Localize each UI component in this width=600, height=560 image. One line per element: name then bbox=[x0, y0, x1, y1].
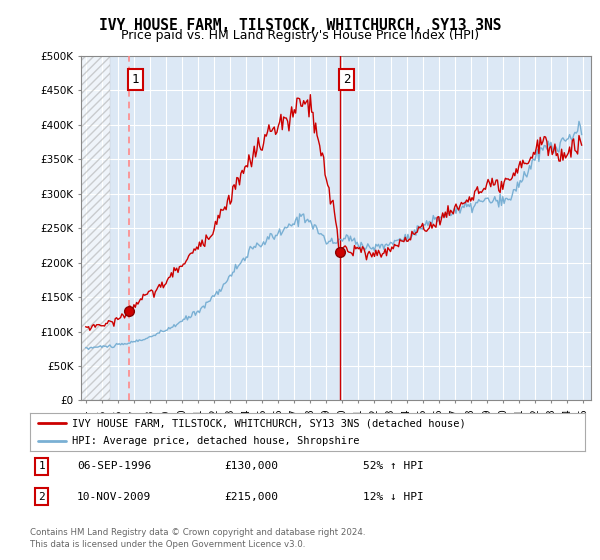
Text: HPI: Average price, detached house, Shropshire: HPI: Average price, detached house, Shro… bbox=[71, 436, 359, 446]
Text: £130,000: £130,000 bbox=[224, 461, 278, 472]
Text: 1: 1 bbox=[38, 461, 45, 472]
Text: 2: 2 bbox=[38, 492, 45, 502]
Text: Price paid vs. HM Land Registry's House Price Index (HPI): Price paid vs. HM Land Registry's House … bbox=[121, 29, 479, 42]
Text: IVY HOUSE FARM, TILSTOCK, WHITCHURCH, SY13 3NS (detached house): IVY HOUSE FARM, TILSTOCK, WHITCHURCH, SY… bbox=[71, 418, 466, 428]
Text: IVY HOUSE FARM, TILSTOCK, WHITCHURCH, SY13 3NS: IVY HOUSE FARM, TILSTOCK, WHITCHURCH, SY… bbox=[99, 18, 501, 33]
Text: 10-NOV-2009: 10-NOV-2009 bbox=[77, 492, 151, 502]
Text: 06-SEP-1996: 06-SEP-1996 bbox=[77, 461, 151, 472]
Text: 1: 1 bbox=[132, 73, 139, 86]
Text: £215,000: £215,000 bbox=[224, 492, 278, 502]
Text: Contains HM Land Registry data © Crown copyright and database right 2024.: Contains HM Land Registry data © Crown c… bbox=[30, 528, 365, 536]
Text: 2: 2 bbox=[343, 73, 350, 86]
Bar bbox=[81, 56, 110, 400]
Text: This data is licensed under the Open Government Licence v3.0.: This data is licensed under the Open Gov… bbox=[30, 540, 305, 549]
Text: 12% ↓ HPI: 12% ↓ HPI bbox=[363, 492, 424, 502]
Text: 52% ↑ HPI: 52% ↑ HPI bbox=[363, 461, 424, 472]
